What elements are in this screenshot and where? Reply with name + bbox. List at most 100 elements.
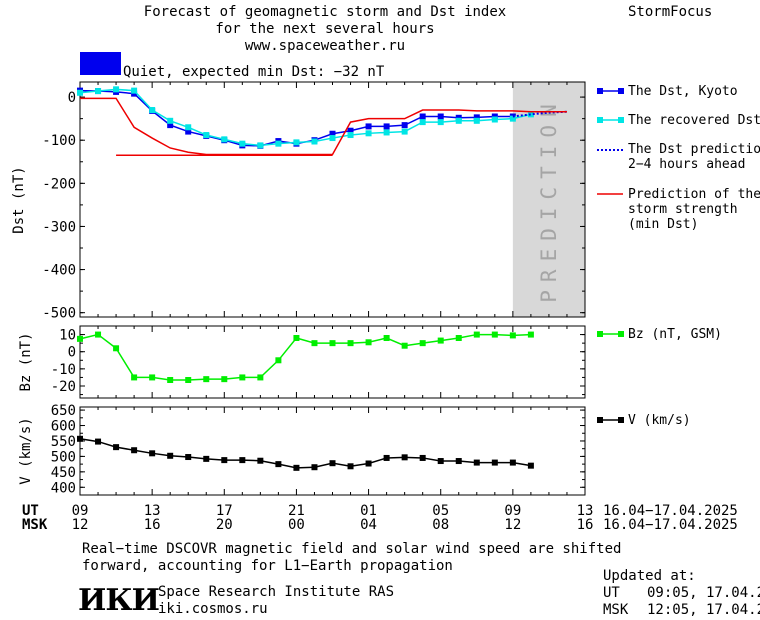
bz-series-0-point: [257, 374, 264, 381]
msk-tick-label: 00: [287, 517, 305, 533]
v-series-0-point: [473, 459, 480, 466]
dst-series-1-point: [185, 124, 192, 131]
msk-tick-label: 16: [143, 517, 161, 533]
dst-axis-label: Dst (nT): [11, 166, 27, 233]
bz-series-0-point: [509, 332, 516, 339]
legend-dst-prediction-2: 2−4 hours ahead: [628, 157, 745, 172]
ut-tick-label: 09: [504, 503, 522, 519]
bz-series-0-point: [365, 339, 372, 346]
v-ytick-label: 400: [51, 480, 76, 496]
dst-series-0-point: [185, 128, 192, 135]
bz-series-0-point: [383, 335, 390, 341]
v-series-0-point: [419, 454, 426, 461]
bz-ytick-label: -20: [51, 379, 76, 395]
bz-series-0-point: [311, 340, 318, 347]
series-layer: [77, 86, 568, 471]
ut-tick-label: 05: [432, 503, 450, 519]
dst-series-1-point: [131, 87, 138, 94]
legend-v: V (km/s): [628, 413, 691, 428]
v-series-0-point: [239, 457, 246, 464]
institute-site[interactable]: iki.cosmos.ru: [158, 601, 268, 617]
dst-series-1-point: [77, 89, 83, 96]
dst-series-0-point: [329, 130, 336, 137]
dst-series-1-line: [79, 88, 532, 147]
dst-series-1-point: [257, 142, 264, 149]
dst-series-1-point: [527, 111, 534, 118]
dst-series-1-point: [347, 132, 354, 139]
bz-series-0-point: [95, 331, 102, 338]
msk-label: MSK: [22, 517, 48, 533]
msk-tick-label: 04: [360, 517, 377, 533]
v-series-0-point: [131, 447, 138, 454]
dst-series-1-point: [149, 107, 156, 114]
prediction-label: PREDICTION: [537, 96, 561, 302]
v-series-0-point: [329, 460, 336, 467]
dst-series-1-point: [509, 115, 516, 122]
v-ytick-label: 650: [51, 403, 76, 419]
dst-series-0-point: [401, 122, 408, 129]
bz-series-0-point: [239, 374, 246, 381]
v-axis-label: V (km/s): [18, 417, 34, 484]
msk-tick-label: 12: [504, 517, 522, 533]
dst-series-0-line: [79, 89, 513, 147]
dst-series-1-point: [455, 117, 462, 124]
dst-series-1-point: [95, 88, 102, 95]
v-ytick-label: 550: [51, 434, 76, 450]
msk-tick-label: 16: [576, 517, 594, 533]
bz-series-0-point: [113, 345, 120, 352]
dst-series-1-point: [437, 119, 444, 126]
bz-ytick-label: 0: [68, 345, 76, 361]
dst-ytick-label: -100: [42, 133, 76, 149]
bz-series-0-point: [329, 340, 336, 347]
bz-series-0-point: [347, 340, 354, 347]
dst-series-1-point: [491, 116, 498, 123]
dst-series-0-point: [131, 90, 138, 97]
bz-series-0-point: [149, 374, 156, 381]
v-series-0-line: [79, 438, 532, 469]
bz-series-0-point: [77, 335, 83, 342]
dst-series-1-point: [365, 130, 372, 137]
dst-ytick-label: -400: [42, 263, 76, 279]
legend-storm-strength: Prediction of the: [628, 187, 760, 202]
dst-series-1-point: [329, 135, 336, 142]
v-series-0-point: [149, 450, 156, 457]
v-series-0-point: [509, 459, 516, 466]
bz-series-0-point: [131, 374, 138, 381]
v-ytick-label: 500: [51, 449, 76, 465]
v-series-0-point: [401, 454, 408, 461]
dst-series-0-point: [419, 113, 426, 120]
bz-series-0-point: [437, 337, 444, 344]
status-color-swatch: [80, 52, 121, 75]
v-series-0-point: [257, 457, 264, 464]
ut-tick-label: 17: [215, 503, 233, 519]
v-ytick-label: 600: [51, 419, 76, 435]
v-series-0-point: [167, 452, 174, 459]
legend-dst-kyoto: The Dst, Kyoto: [628, 84, 738, 99]
bz-series-0-point: [293, 335, 300, 341]
updated-label: Updated at:: [603, 568, 696, 584]
v-series-0-point: [185, 454, 192, 461]
updated-msk-value: 12:05, 17.04.2025: [647, 602, 760, 618]
bz-series-0-point: [491, 331, 498, 338]
v-series-0-point: [455, 458, 462, 465]
dst-series-1-point: [221, 136, 228, 143]
bz-series-0-point: [167, 377, 174, 383]
updated-ut-label: UT: [603, 585, 620, 601]
bz-ytick-label: 10: [59, 328, 76, 344]
msk-tick-label: 12: [71, 517, 89, 533]
title-line-1: Forecast of geomagnetic storm and Dst in…: [143, 4, 507, 20]
v-series-0-point: [95, 438, 102, 445]
legend-storm-strength-3: (min Dst): [628, 217, 698, 232]
v-series-0-point: [383, 454, 390, 461]
bz-series-0-point: [221, 376, 228, 383]
v-series-0-point: [347, 463, 354, 470]
dst-series-0-point: [383, 123, 390, 130]
msk-tick-label: 20: [215, 517, 233, 533]
v-series-0-point: [113, 444, 120, 451]
v-series-0-point: [293, 464, 300, 471]
v-series-0-point: [77, 435, 83, 442]
v-series-0-point: [437, 458, 444, 465]
dst-series-0-point: [167, 122, 174, 129]
source-url[interactable]: www.spaceweather.ru: [244, 38, 406, 54]
